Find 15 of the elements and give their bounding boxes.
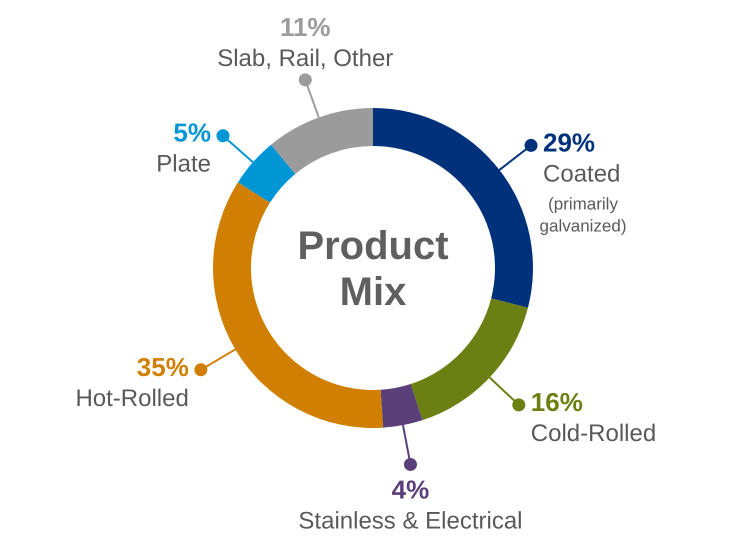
data-label: 5% (173, 118, 211, 148)
data-label: 16% (530, 386, 583, 417)
legend-label: Plate (156, 150, 211, 178)
data-label: 4% (392, 474, 430, 504)
legend-label: Cold-Rolled (530, 420, 656, 447)
data-label: 29% (543, 127, 596, 158)
slice-label: Slab, Rail, Other (217, 44, 394, 72)
slice-label: Stainless & Electrical (298, 507, 523, 534)
data-label: 35% (136, 352, 189, 382)
donut-slice (410, 298, 528, 420)
legend-label: Coated (543, 160, 620, 188)
data-label: 11% (280, 12, 331, 42)
text: (primarily galvanized) (540, 194, 627, 236)
text: Product Mix (297, 224, 449, 314)
legend-label: Hot-Rolled (75, 384, 189, 412)
